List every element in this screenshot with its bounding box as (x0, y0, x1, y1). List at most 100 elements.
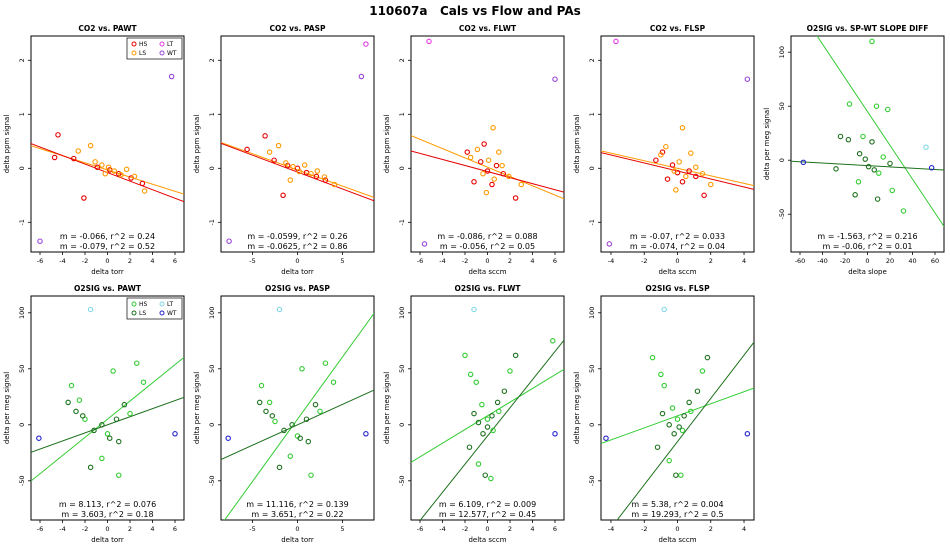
data-point-hs (271, 157, 277, 163)
data-point-hs (322, 360, 329, 366)
y-axis-label: delta per meg signal (763, 108, 771, 180)
x-tick-label: -4 (608, 525, 614, 533)
data-point-wt (358, 73, 365, 80)
x-tick-label: -4 (439, 257, 445, 265)
x-tick-label: 4 (150, 257, 154, 265)
y-tick-label: 100 (18, 307, 26, 319)
data-point-hs (512, 195, 519, 201)
legend-symbol-hs (131, 41, 137, 47)
plot-frame (220, 295, 375, 521)
x-tick-label: 2 (128, 257, 132, 265)
data-point-hs (701, 192, 707, 199)
data-point-ls (290, 163, 296, 170)
fit-annotation: m = -0.0625, r^2 = 0.86 (247, 242, 347, 251)
data-point-hs (876, 170, 882, 176)
plot-frame (790, 35, 945, 253)
data-point-ls (297, 435, 303, 441)
data-point-hs (490, 427, 496, 434)
data-point-hs (467, 371, 474, 378)
data-point-ls (673, 187, 679, 193)
data-point-ls (480, 431, 486, 437)
chart-title: CO2 vs. PASP (269, 24, 326, 33)
data-point-hs (496, 408, 502, 415)
data-point-hs (471, 179, 477, 185)
data-point-hs (99, 455, 105, 462)
data-point-ls (833, 166, 839, 172)
data-point-wt (606, 241, 613, 247)
x-axis-label: delta torr (91, 268, 124, 276)
data-point-wt (552, 431, 558, 437)
y-tick-label: 50 (398, 365, 406, 373)
x-axis-label: delta sccm (658, 268, 696, 276)
x-tick-label: -2 (462, 257, 468, 265)
data-point-ls (845, 136, 852, 143)
chart-o2sig-vs-sp-wt-slope-diff: O2SIG vs. SP-WT SLOPE DIFF -60 -40 -20 0 20 40… (763, 24, 945, 276)
data-point-hs (127, 410, 133, 417)
x-tick-label: 0 (675, 257, 679, 265)
regression-line (224, 313, 374, 520)
x-tick-label: 0 (865, 257, 869, 265)
data-point-ls (308, 170, 314, 177)
data-point-ls (485, 157, 492, 163)
data-point-hs (686, 168, 692, 174)
data-point-hs (475, 461, 482, 467)
data-point-hs (94, 164, 101, 170)
data-point-hs (71, 155, 77, 162)
plot-frame (410, 35, 565, 253)
data-point-ls (490, 125, 496, 131)
legend-symbol-ls (131, 50, 137, 56)
data-point-ls (113, 416, 120, 422)
x-tick-label: 60 (931, 257, 939, 265)
data-point-hs (258, 382, 265, 389)
data-point-hs (484, 168, 491, 174)
data-point-hs (855, 179, 862, 185)
data-point-ls (75, 148, 82, 154)
data-point-lt (471, 306, 477, 313)
data-point-ls (518, 181, 525, 188)
data-point-hs (873, 103, 880, 109)
x-axis-label: delta torr (281, 536, 314, 544)
chart-title: O2SIG vs. FLWT (454, 284, 521, 293)
data-point-lt (426, 38, 432, 45)
data-point-ls (141, 188, 148, 194)
data-point-hs (669, 405, 676, 411)
fit-annotation: m = -0.066, r^2 = 0.24 (60, 232, 155, 241)
data-point-hs (846, 101, 853, 107)
data-point-ls (491, 176, 498, 182)
y-tick-label: 50 (208, 365, 216, 373)
data-point-ls (118, 172, 124, 178)
data-point-ls (671, 168, 677, 174)
x-axis-label: delta torr (91, 536, 124, 544)
data-point-hs (880, 154, 887, 160)
data-point-ls (699, 170, 706, 177)
data-point-hs (51, 154, 58, 161)
data-point-ls (501, 388, 508, 394)
plot-frame (600, 35, 755, 253)
fit-annotation: m = -1.563, r^2 = 0.216 (817, 232, 917, 241)
data-point-ls (673, 472, 679, 478)
y-tick-label: 0 (208, 423, 216, 427)
x-tick-label: -5 (249, 257, 255, 265)
data-point-ls (321, 174, 328, 180)
data-point-wt (552, 76, 558, 82)
data-point-ls (475, 419, 482, 426)
x-tick-label: 0 (675, 525, 679, 533)
x-tick-label: -2 (641, 257, 647, 265)
data-point-ls (862, 156, 869, 162)
data-point-hs (699, 368, 706, 374)
data-point-ls (512, 352, 519, 359)
x-tick-label: 5 (340, 257, 344, 265)
x-tick-label: -2 (641, 525, 647, 533)
data-point-hs (330, 379, 337, 385)
y-tick-label: 0 (208, 166, 216, 170)
data-point-wt (928, 165, 935, 171)
data-point-ls (869, 139, 875, 145)
plot-frame (30, 295, 185, 521)
legend-label: WT (167, 50, 177, 57)
data-point-ls (269, 413, 276, 419)
legend-symbol-hs (131, 301, 137, 307)
data-point-hs (55, 132, 61, 138)
